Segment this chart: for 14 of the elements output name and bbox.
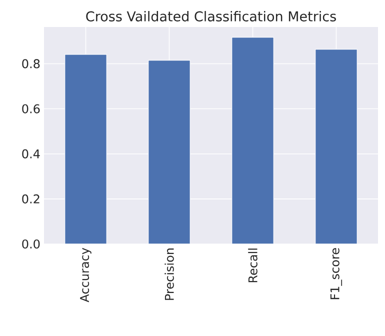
x-tick-label: Accuracy	[80, 248, 92, 302]
y-tick-label: 0.2	[22, 194, 40, 204]
y-tick-label: 0.0	[22, 239, 40, 249]
bar	[315, 48, 358, 244]
y-tick-label: 0.4	[22, 149, 40, 158]
x-tick-label: Precision	[164, 248, 174, 300]
bar	[64, 54, 107, 244]
x-tick-label: Recall	[248, 248, 258, 282]
x-tick-label: F1_score	[330, 248, 342, 300]
bar	[148, 60, 190, 244]
bar	[232, 37, 274, 244]
chart-title: Cross Vaildated Classification Metrics	[86, 11, 336, 22]
y-tick-label: 0.6	[22, 104, 40, 114]
y-tick-label: 0.8	[22, 59, 40, 68]
